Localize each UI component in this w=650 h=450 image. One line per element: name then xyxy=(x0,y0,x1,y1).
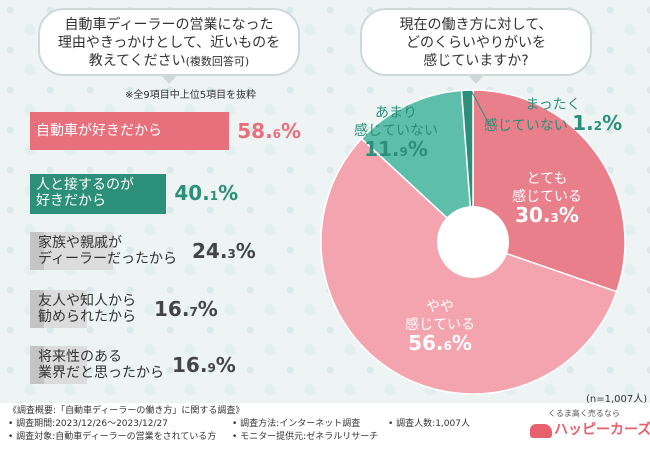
donut-label-0: とても感じている 30.3% xyxy=(492,170,602,227)
excerpt-note: ※全9項目中上位5項目を抜粋 xyxy=(125,90,257,101)
donut-label-2-line1: あまり xyxy=(375,105,417,121)
bar-0 xyxy=(30,112,230,150)
bar-value-4: 16.9% xyxy=(172,353,236,377)
donut-label-1-line2: 感じている xyxy=(405,317,475,333)
left-question-bubble: 自動車ディーラーの営業になった 理由やきっかけとして、近いものを 教えてください… xyxy=(38,8,300,84)
logo-tagline: くるま高く売るなら xyxy=(548,409,620,418)
sample-size: (n=1,007人) xyxy=(586,394,648,405)
right-question-line1: 現在の働き方に対して、 xyxy=(399,17,553,33)
bar-value-1: 40.1% xyxy=(174,181,239,205)
survey-title: 《調査概要:「自動車ディーラーの働き方」に関する調査》 xyxy=(8,406,245,416)
donut-label-3-line2: 感じていない 1.2% xyxy=(483,111,623,135)
survey-method: • 調査方法:インターネット調査 xyxy=(232,419,361,429)
donut-label-3: まったく 感じていない 1.2% xyxy=(478,96,628,135)
donut-slice-3 xyxy=(460,89,474,243)
donut-label-0-line1: とても xyxy=(526,171,568,187)
donut-label-2-line2: 感じていない xyxy=(354,123,438,139)
survey-period: • 調査期間:2023/12/26〜2023/12/27 xyxy=(8,419,168,429)
bar-label-0: 自動車が好きだから xyxy=(36,123,162,139)
car-icon xyxy=(530,424,552,438)
left-question-note: (複数回答可) xyxy=(185,55,250,68)
bar-4 xyxy=(30,346,44,384)
donut-value-1: 56.6% xyxy=(408,331,472,355)
bar-value-2: 24.3% xyxy=(192,239,256,263)
bar-value-0: 58.6% xyxy=(237,119,302,143)
left-question-line1: 自動車ディーラーの営業になった xyxy=(64,17,274,33)
survey-target: • 調査対象:自動車ディーラーの営業をされている方 xyxy=(8,432,217,442)
right-question-line3: 感じていますか? xyxy=(423,53,529,69)
left-question-line3: 教えてください xyxy=(88,53,186,69)
bar-label-1: 人と接するのが 好きだから xyxy=(36,177,134,209)
bar-label-3: 友人や知人から 勧められたから xyxy=(38,293,136,325)
donut-slice-0 xyxy=(472,89,626,293)
left-question-line2: 理由やきっかけとして、近いものを xyxy=(57,35,281,51)
leader-line xyxy=(471,91,491,127)
donut-slice-2 xyxy=(360,89,474,244)
brand-logo: くるま高く売るなら ハッピーカーズ xyxy=(530,408,650,444)
donut-label-2: あまり感じていない 11.9% xyxy=(338,104,454,161)
right-question-line2: どのくらいやりがいを xyxy=(406,35,546,51)
survey-count: • 調査人数:1,007人 xyxy=(388,419,470,429)
bar-2 xyxy=(30,232,44,270)
bar-value-3: 16.7% xyxy=(154,297,218,321)
survey-provider: • モニター提供元:ゼネラルリサーチ xyxy=(232,432,379,442)
donut-label-0-line2: 感じている xyxy=(512,189,582,205)
donut-hole xyxy=(437,206,509,278)
bar-label-2: 家族や親戚が ディーラーだったから xyxy=(38,235,178,267)
donut-label-1-line1: やや xyxy=(426,299,454,315)
bar-1 xyxy=(30,174,167,214)
logo-name: ハッピーカーズ xyxy=(554,422,650,438)
donut-value-3: 1.2% xyxy=(572,111,623,135)
bar-label-4: 将来性のある 業界だと思ったから xyxy=(38,349,164,381)
right-question-bubble: 現在の働き方に対して、 どのくらいやりがいを 感じていますか? xyxy=(360,8,592,84)
donut-label-1: やや感じている 56.6% xyxy=(380,298,500,355)
bar-3 xyxy=(30,290,44,328)
donut-value-0: 30.3% xyxy=(515,203,579,227)
donut-label-3-line1: まったく xyxy=(525,97,581,113)
donut-chart xyxy=(320,89,626,395)
donut-value-2: 11.9% xyxy=(364,137,428,161)
